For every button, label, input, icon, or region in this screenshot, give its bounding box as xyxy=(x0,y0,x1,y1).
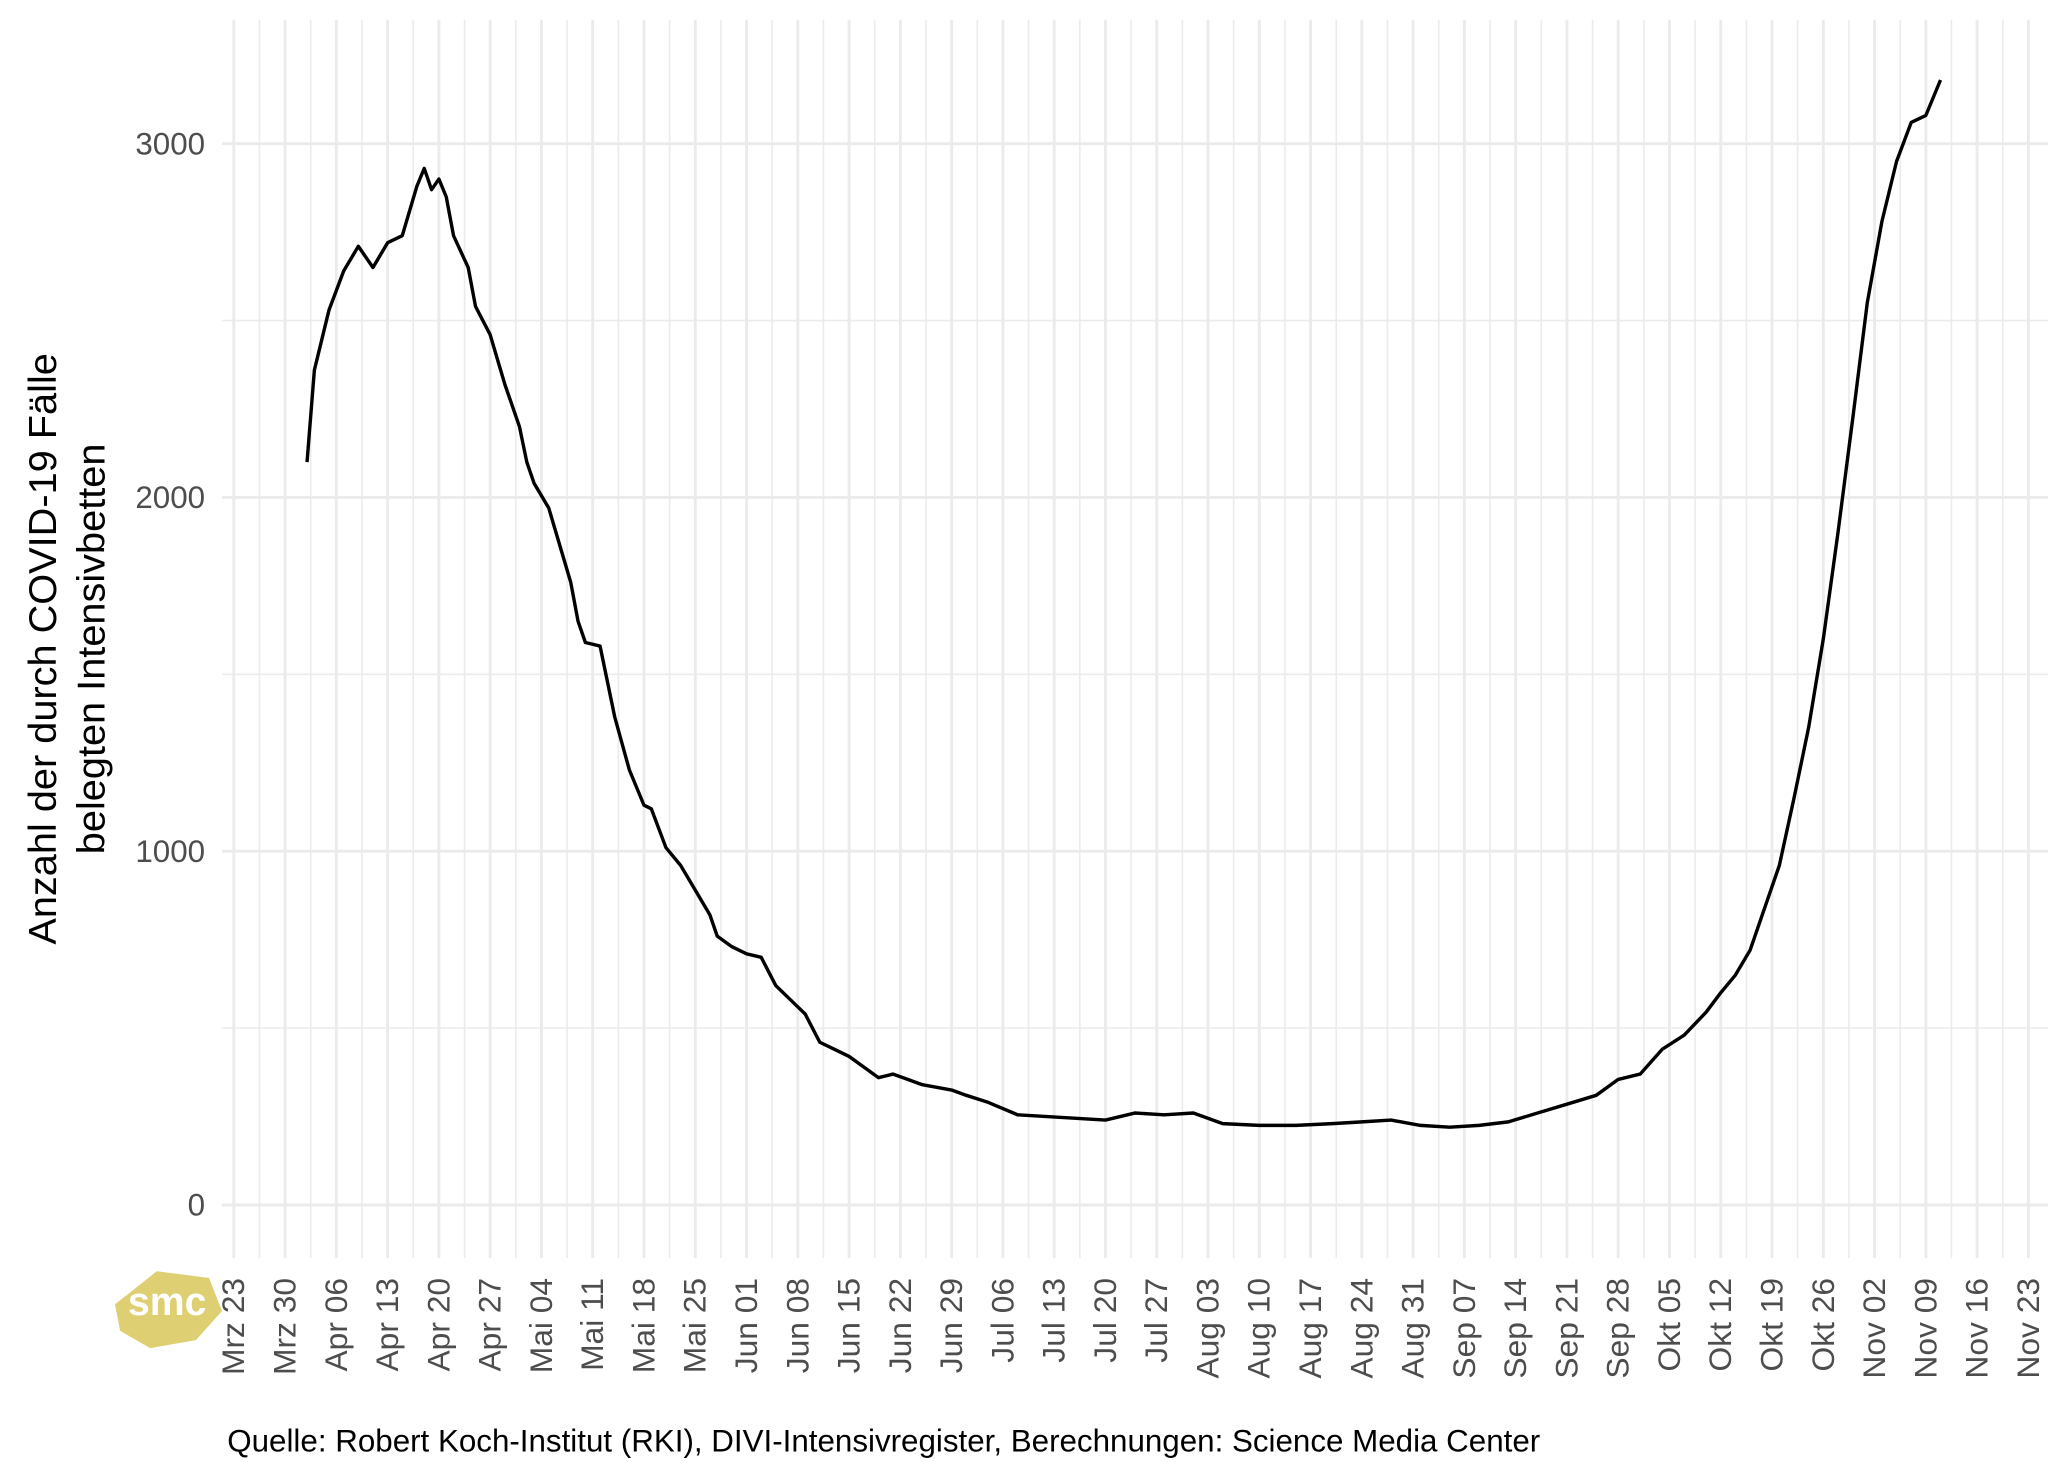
x-tick-label: Sep 07 xyxy=(1446,1278,1482,1379)
x-tick-label: Mrz 23 xyxy=(215,1278,251,1375)
x-tick-label: Nov 09 xyxy=(1908,1278,1944,1379)
x-tick-label: Apr 27 xyxy=(472,1278,508,1372)
logo-shape xyxy=(114,1271,223,1349)
x-tick-label: Apr 06 xyxy=(318,1278,354,1372)
x-tick-label: Apr 13 xyxy=(369,1278,405,1372)
data-line xyxy=(305,79,1943,1129)
x-tick-label: Jun 01 xyxy=(728,1278,764,1373)
x-tick-label: Nov 02 xyxy=(1856,1278,1892,1379)
x-tick-label: Jun 08 xyxy=(779,1278,815,1373)
x-tick-label: Aug 24 xyxy=(1343,1278,1379,1379)
y-tick-label: 2000 xyxy=(135,479,205,515)
x-tick-label: Mai 25 xyxy=(677,1278,713,1373)
x-tick-label: Sep 14 xyxy=(1497,1278,1533,1379)
x-tick-label: Jul 20 xyxy=(1087,1278,1123,1363)
x-tick-label: Okt 12 xyxy=(1702,1278,1738,1372)
x-tick-label: Jun 29 xyxy=(933,1278,969,1373)
y-tick-label: 1000 xyxy=(135,833,205,869)
y-axis-label: Anzahl der durch COVID-19 Fälle xyxy=(21,353,65,944)
logo: smc xyxy=(114,1271,223,1349)
x-tick-label: Aug 17 xyxy=(1292,1278,1328,1379)
x-tick-label: Mai 18 xyxy=(626,1278,662,1373)
x-tick-label: Okt 26 xyxy=(1805,1278,1841,1372)
x-tick-label: Mrz 30 xyxy=(267,1278,303,1375)
x-tick-label: Aug 03 xyxy=(1190,1278,1226,1379)
x-tick-label: Okt 19 xyxy=(1754,1278,1790,1372)
x-tick-label: Sep 21 xyxy=(1549,1278,1585,1379)
y-axis-label: belegten Intensivbetten xyxy=(70,444,114,855)
x-tick-label: Jul 27 xyxy=(1138,1278,1174,1363)
x-tick-label: Jul 06 xyxy=(985,1278,1021,1363)
x-tick-label: Apr 20 xyxy=(421,1278,457,1372)
logo-text: smc xyxy=(128,1280,206,1324)
x-tick-label: Mai 04 xyxy=(523,1278,559,1373)
x-tick-label: Nov 16 xyxy=(1959,1278,1995,1379)
x-tick-label: Sep 28 xyxy=(1600,1278,1636,1379)
caption: Quelle: Robert Koch-Institut (RKI), DIVI… xyxy=(227,1422,1540,1458)
y-tick-label: 0 xyxy=(188,1186,205,1222)
x-tick-label: Jun 22 xyxy=(882,1278,918,1373)
x-tick-label: Jul 13 xyxy=(1036,1278,1072,1363)
x-tick-label: Aug 31 xyxy=(1395,1278,1431,1379)
y-tick-label: 3000 xyxy=(135,125,205,161)
x-tick-label: Jun 15 xyxy=(831,1278,867,1373)
x-tick-label: Okt 05 xyxy=(1651,1278,1687,1372)
x-tick-label: Nov 23 xyxy=(2010,1278,2046,1379)
x-tick-label: Mai 11 xyxy=(574,1278,610,1371)
x-tick-label: Aug 10 xyxy=(1241,1278,1277,1379)
